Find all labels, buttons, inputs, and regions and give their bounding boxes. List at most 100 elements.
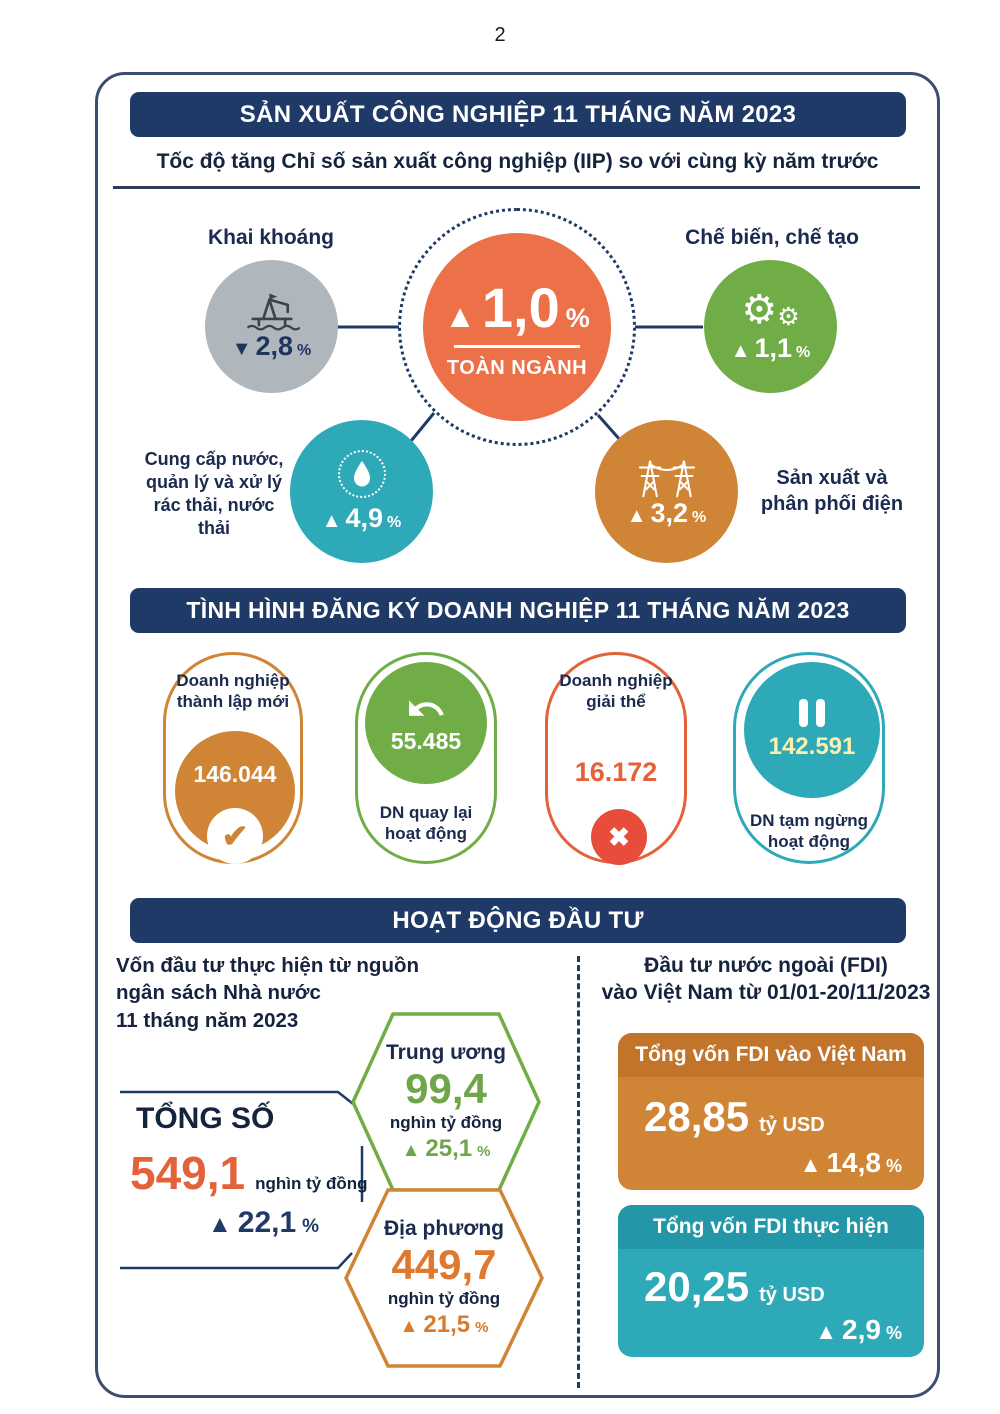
water-drop-ring	[337, 449, 386, 498]
up-triangle-icon: ▲	[730, 339, 751, 362]
water-value-row: ▲ 4,9 %	[322, 503, 402, 534]
water-label-line2: quản lý và xử lý	[145, 472, 283, 493]
fdi-total-growth: 14,8	[826, 1147, 881, 1178]
total-value-row: 549,1 nghìn tỷ đồng	[130, 1146, 367, 1200]
fdi-realized-value-row: 20,25 tỷ USD	[644, 1263, 825, 1311]
electricity-value: 3,2	[650, 498, 689, 528]
local-growth-row: ▲ 21,5 %	[400, 1311, 489, 1339]
up-triangle-icon: ▲	[401, 1140, 421, 1162]
suspended-business-value: 142.591	[768, 733, 856, 760]
electricity-circle: ▲ 3,2 %	[595, 420, 738, 563]
up-triangle-icon: ▲	[321, 509, 342, 532]
water-label-line3: rác thải, nước thải	[153, 495, 275, 539]
returned-business-circle: 55.485	[365, 662, 487, 784]
up-triangle-icon: ▲	[815, 1319, 838, 1344]
page-number: 2	[494, 24, 506, 46]
electricity-label-line1: Sản xuất và	[776, 467, 888, 489]
total-industry-value-row: ▲ 1,0 %	[444, 275, 590, 340]
state-budget-heading: Vốn đầu tư thực hiện từ nguồn ngân sách …	[116, 952, 456, 1034]
fdi-heading: Đầu tư nước ngoài (FDI) vào Việt Nam từ …	[598, 952, 934, 1007]
electricity-unit: %	[692, 509, 707, 526]
gears-icon: ⚙ ⚙	[741, 290, 799, 330]
up-triangle-icon: ▲	[799, 1152, 822, 1177]
manufacturing-value-row: ▲ 1,1 %	[731, 333, 811, 364]
gear-small-icon: ⚙	[777, 302, 800, 331]
central-growth-unit: %	[477, 1143, 491, 1161]
fdi-total-value: 28,85	[644, 1093, 750, 1140]
central-unit: nghìn tỷ đồng	[389, 1113, 503, 1133]
water-label: Cung cấp nước, quản lý và xử lý rác thải…	[138, 448, 290, 540]
fdi-realized-growth-row: ▲ 2,9 %	[815, 1314, 902, 1346]
new-business-value: 146.044	[193, 761, 277, 787]
power-towers-icon	[638, 460, 695, 498]
suspended-business-circle: 142.591	[744, 662, 880, 798]
subtitle-divider	[113, 186, 920, 189]
fdi-realized-unit: tỷ USD	[759, 1284, 825, 1306]
fdi-realized-growth: 2,9	[842, 1314, 881, 1345]
mining-unit: %	[297, 342, 312, 359]
fdi-total-box: Tổng vốn FDI vào Việt Nam 28,85 tỷ USD ▲…	[618, 1033, 924, 1190]
returned-business-value: 55.485	[390, 727, 462, 754]
central-value: 99,4	[405, 1064, 487, 1112]
manufacturing-unit: %	[796, 343, 811, 361]
state-budget-heading-line2: ngân sách Nhà nước	[116, 981, 321, 1005]
water-circle: ▲ 4,9 %	[290, 420, 433, 563]
total-industry-unit: %	[565, 302, 590, 333]
water-unit: %	[387, 513, 402, 531]
local-unit: nghìn tỷ đồng	[387, 1289, 501, 1309]
dissolved-business-pill: Doanh nghiệp giải thể 16.172 ✖	[545, 652, 687, 865]
central-growth: 25,1	[425, 1135, 473, 1163]
central-budget-hexagon: Trung ương 99,4 nghìn tỷ đồng ▲ 25,1 %	[350, 1010, 542, 1194]
fdi-realized-label: Tổng vốn FDI thực hiện	[618, 1205, 924, 1249]
total-growth-row: ▲ 22,1 %	[208, 1206, 319, 1240]
returned-business-label: DN quay lại hoạt động	[379, 803, 473, 843]
iip-subtitle: Tốc độ tăng Chỉ số sản xuất công nghiệp …	[156, 150, 879, 173]
fdi-total-unit: tỷ USD	[759, 1114, 825, 1136]
pause-icon	[799, 699, 825, 727]
dissolved-business-value: 16.172	[574, 757, 658, 787]
center-divider-line	[454, 344, 580, 348]
local-hexagon-content: Địa phương 449,7 nghìn tỷ đồng ▲ 21,5 %	[343, 1186, 545, 1370]
mining-value-row: ▼ 2,8 %	[232, 331, 312, 362]
up-triangle-icon: ▲	[444, 297, 476, 334]
new-business-pill: Doanh nghiệp thành lập mới 146.044 ✔	[163, 652, 303, 864]
mining-circle: ▼ 2,8 %	[205, 260, 338, 393]
oil-rig-icon	[246, 293, 300, 331]
total-industry-value: 1,0	[481, 275, 560, 339]
down-triangle-icon: ▼	[231, 338, 252, 360]
total-value: 549,1	[130, 1147, 246, 1199]
new-business-label: Doanh nghiệp thành lập mới	[176, 671, 290, 711]
section-iip-title: SẢN XUẤT CÔNG NGHIỆP 11 THÁNG NĂM 2023	[239, 100, 797, 128]
water-label-line1: Cung cấp nước,	[144, 449, 284, 469]
local-label: Địa phương	[384, 1216, 504, 1240]
central-label: Trung ương	[386, 1040, 506, 1064]
up-triangle-icon: ▲	[208, 1211, 232, 1238]
suspended-business-label: DN tạm ngừng hoạt động	[749, 811, 869, 851]
manufacturing-label: Chế biến, chế tạo	[685, 226, 859, 249]
state-budget-heading-line1: Vốn đầu tư thực hiện từ nguồn	[116, 954, 420, 977]
fdi-realized-value: 20,25	[644, 1263, 750, 1310]
undo-arrow-icon	[409, 700, 444, 716]
up-triangle-icon: ▲	[399, 1316, 419, 1338]
manufacturing-value: 1,1	[754, 332, 793, 363]
fdi-total-growth-row: ▲ 14,8 %	[800, 1147, 902, 1179]
column-divider-dashed	[577, 956, 580, 1388]
water-value: 4,9	[345, 502, 384, 533]
manufacturing-circle: ⚙ ⚙ ▲ 1,1 %	[704, 260, 837, 393]
local-hexagon-outline	[344, 1188, 544, 1368]
section-iip-header: SẢN XUẤT CÔNG NGHIỆP 11 THÁNG NĂM 2023	[130, 92, 906, 137]
total-label: TỔNG SỐ	[136, 1102, 275, 1135]
total-industry-label: TOÀN NGÀNH	[446, 356, 588, 379]
suspended-business-pill: 142.591 DN tạm ngừng hoạt động	[733, 652, 885, 864]
section-investment-title: HOẠT ĐỘNG ĐẦU TƯ	[392, 906, 644, 934]
cross-badge: ✖	[591, 809, 647, 865]
central-hexagon-content: Trung ương 99,4 nghìn tỷ đồng ▲ 25,1 %	[350, 1010, 542, 1194]
local-growth: 21,5	[423, 1311, 471, 1339]
returned-business-pill: 55.485 DN quay lại hoạt động	[355, 652, 497, 864]
total-dotted-ring	[398, 208, 636, 446]
check-icon: ✔	[221, 818, 249, 854]
electricity-label-line2: phân phối điện	[760, 492, 904, 515]
water-drop-icon	[353, 460, 370, 487]
central-growth-row: ▲ 25,1 %	[402, 1135, 491, 1163]
